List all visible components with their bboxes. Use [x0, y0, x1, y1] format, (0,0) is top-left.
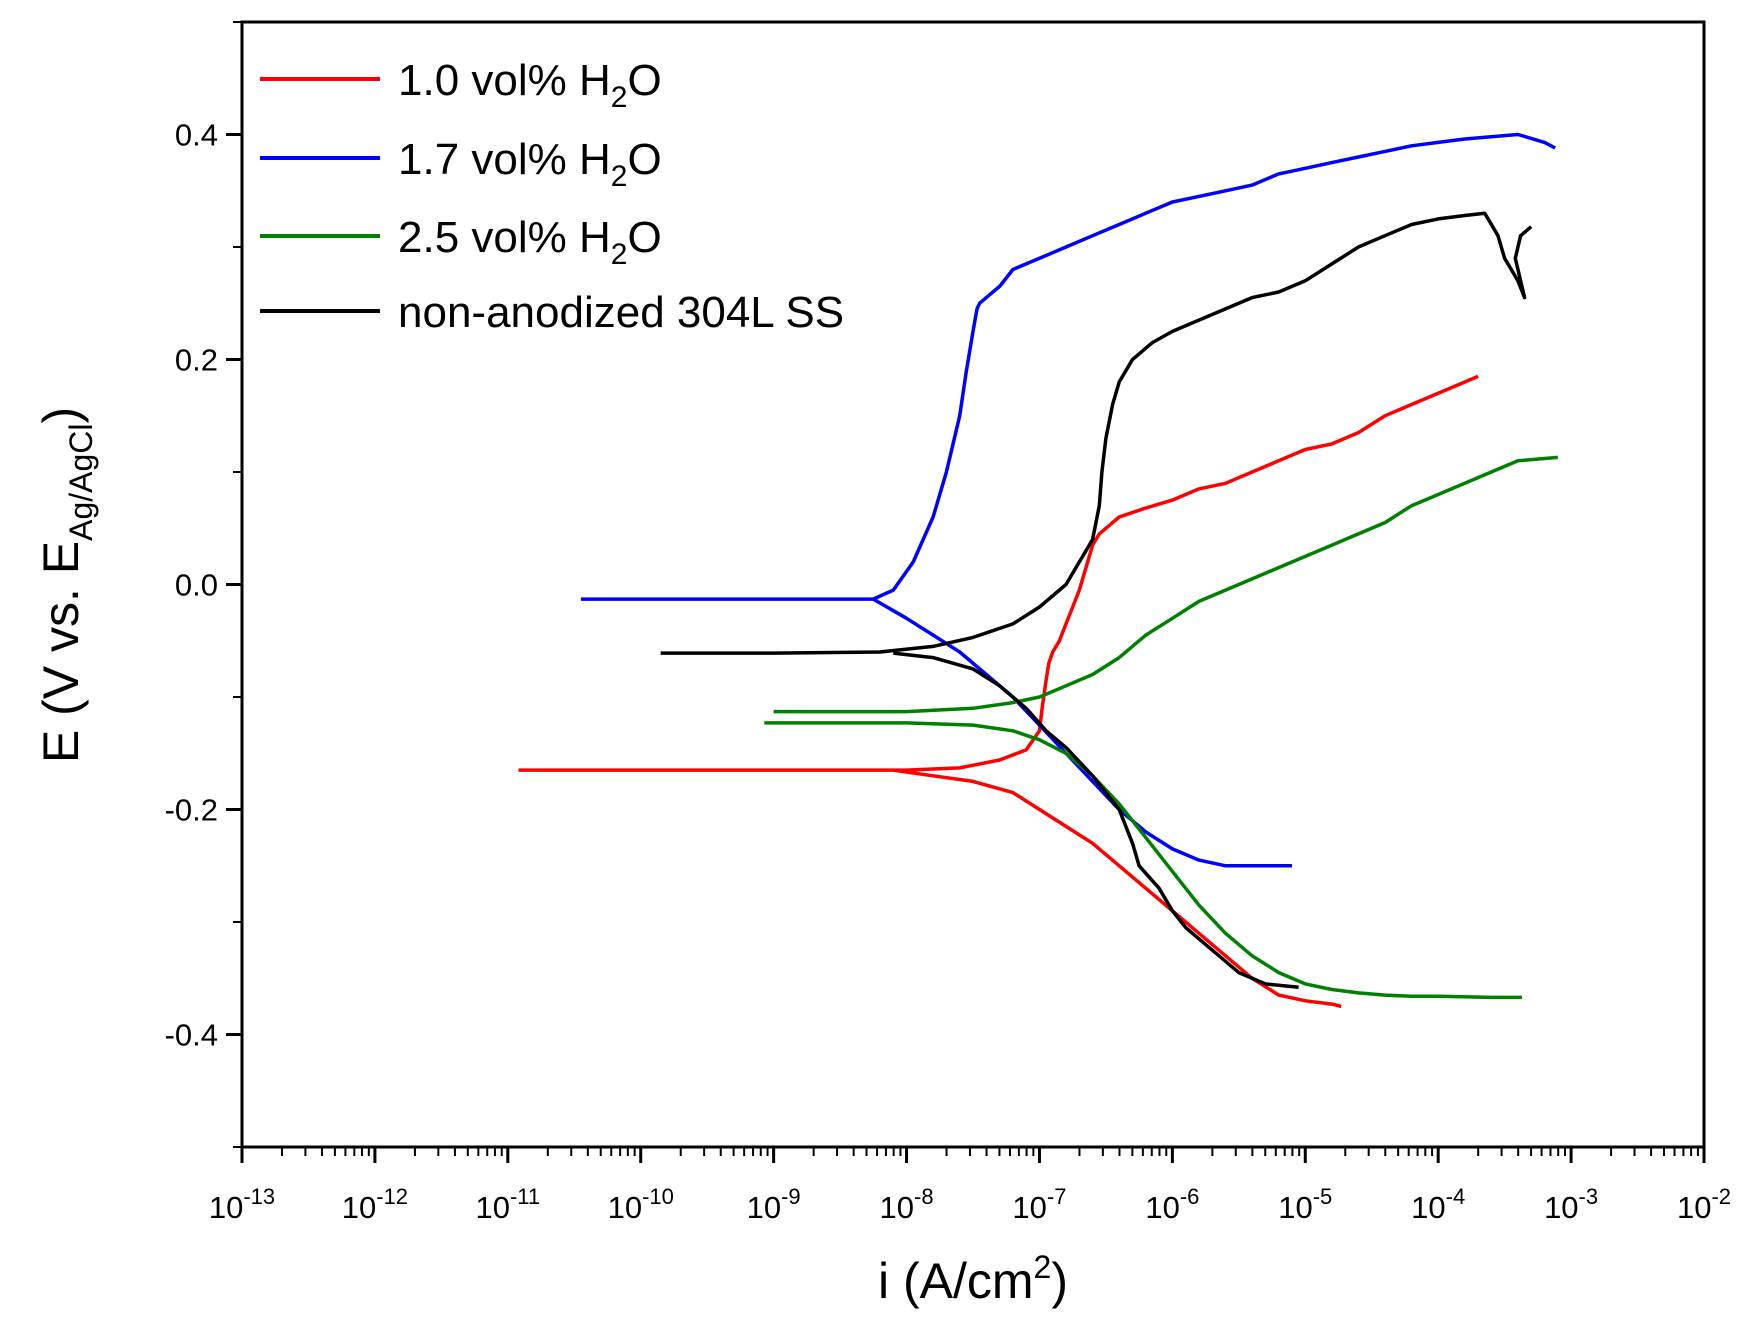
legend-label-3: 2.5 vol% H2O [398, 213, 662, 271]
x-tick-label: 10-7 [1012, 1184, 1066, 1225]
y-tick-label: 0.4 [175, 118, 218, 153]
legend-label-1: 1.0 vol% H2O [398, 56, 662, 114]
x-tick-label: 10-9 [747, 1184, 801, 1225]
y-tick-label: -0.4 [165, 1018, 218, 1053]
y-tick-label: 0.0 [175, 568, 218, 603]
x-tick-label: 10-10 [608, 1184, 674, 1225]
x-axis-tick-labels: 10-13 10-12 10-11 10-10 10-9 10-8 10-7 10-6 10-5… [209, 1184, 1731, 1225]
series-2-anodic-line [580, 132, 1556, 601]
series-layer [518, 132, 1558, 1009]
x-tick-label: 10-4 [1411, 1184, 1465, 1225]
series-3-cathodic-line [764, 721, 1522, 1000]
y-tick-label: -0.2 [165, 793, 218, 828]
x-tick-label: 10-6 [1145, 1184, 1199, 1225]
legend-entry-3: 2.5 vol% H2O [260, 213, 662, 271]
legend-label-2: 1.7 vol% H2O [398, 135, 662, 193]
x-tick-label: 10-8 [880, 1184, 934, 1225]
x-tick-label: 10-3 [1544, 1184, 1598, 1225]
series-1-anodic-line [518, 374, 1479, 772]
legend: 1.0 vol% H2O 1.7 vol% H2O 2.5 vol% H2O n… [260, 56, 844, 337]
x-tick-label: 10-12 [342, 1184, 408, 1225]
series-1 [518, 374, 1479, 1009]
legend-entry-1: 1.0 vol% H2O [260, 56, 662, 114]
series-1-cathodic-line [893, 768, 1342, 1009]
plot-area-frame [240, 20, 1706, 1149]
y-axis-ticks [226, 21, 242, 1148]
series-2-cathodic-line [872, 597, 1292, 868]
x-tick-label: 10-13 [209, 1184, 275, 1225]
x-axis-ticks [240, 1147, 1706, 1163]
legend-entry-4: non-anodized 304L SS [260, 288, 844, 337]
series-4-anodic-line [660, 211, 1533, 655]
series-3-anodic-line [773, 455, 1558, 714]
y-axis-tick-labels: 0.4 0.2 0.0 -0.2 -0.4 [165, 118, 218, 1053]
series-3 [764, 455, 1558, 1000]
y-tick-label: 0.2 [175, 343, 218, 378]
x-axis-title: i (A/cm2) [878, 1249, 1068, 1309]
x-tick-label: 10-2 [1677, 1184, 1731, 1225]
x-tick-label: 10-11 [475, 1184, 540, 1225]
y-axis-title: E (V vs. EAg/AgCl) [33, 407, 99, 763]
series-4 [660, 211, 1533, 990]
x-tick-label: 10-5 [1278, 1184, 1332, 1225]
legend-entry-2: 1.7 vol% H2O [260, 135, 662, 193]
series-4-cathodic-line [893, 651, 1299, 990]
legend-label-4: non-anodized 304L SS [398, 288, 844, 337]
